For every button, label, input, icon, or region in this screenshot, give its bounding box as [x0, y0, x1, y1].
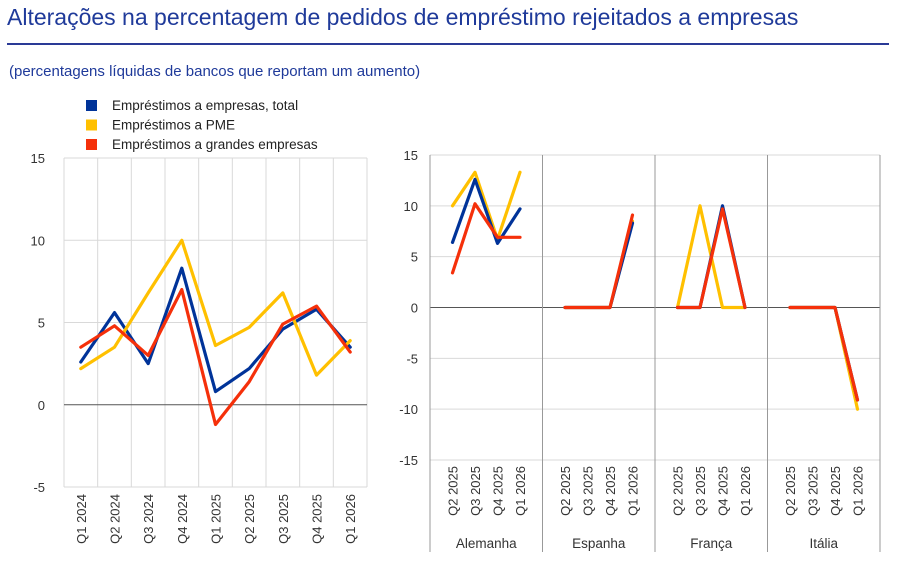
legend-label: Empréstimos a empresas, total	[112, 98, 298, 113]
y-tick-label: -5	[33, 480, 45, 495]
x-tick-label: Q1 2024	[74, 494, 89, 544]
y-tick-label: -15	[399, 453, 418, 468]
x-tick-label: Q4 2025	[716, 466, 731, 516]
title-rule	[7, 43, 889, 45]
legend-swatch	[86, 119, 97, 131]
x-tick-label: Q4 2025	[828, 466, 843, 516]
x-tick-label: Q2 2025	[671, 466, 686, 516]
x-tick-label: Q1 2026	[738, 466, 753, 516]
series-line	[675, 207, 747, 310]
x-tick-label: Q2 2024	[108, 494, 123, 544]
y-tick-label: 0	[38, 398, 45, 413]
series-line	[788, 305, 860, 402]
x-tick-label: Q2 2025	[558, 466, 573, 516]
x-tick-label: Q1 2026	[626, 466, 641, 516]
y-tick-label: 10	[404, 199, 418, 214]
group-label: Espanha	[572, 536, 626, 551]
y-tick-label: -10	[399, 402, 418, 417]
x-tick-label: Q2 2025	[446, 466, 461, 516]
y-tick-label: 5	[38, 316, 45, 331]
series-line	[563, 221, 635, 310]
legend-swatch	[86, 100, 97, 111]
group-label: França	[690, 536, 733, 551]
y-tick-label: 15	[404, 148, 418, 163]
x-tick-label: Q4 2025	[310, 494, 325, 544]
legend-swatch	[86, 139, 97, 150]
legend-label: Empréstimos a PME	[112, 118, 235, 133]
x-tick-label: Q3 2025	[806, 466, 821, 516]
x-tick-label: Q3 2025	[581, 466, 596, 516]
x-tick-label: Q4 2024	[175, 494, 190, 544]
legend-label: Empréstimos a grandes empresas	[112, 137, 318, 152]
series-line	[450, 177, 522, 245]
series-line	[79, 288, 352, 427]
y-tick-label: 15	[31, 151, 45, 166]
series-line	[79, 238, 352, 377]
series-line	[563, 213, 635, 310]
x-tick-label: Q2 2025	[783, 466, 798, 516]
x-tick-label: Q1 2025	[209, 494, 224, 544]
y-tick-label: 0	[411, 301, 418, 316]
x-tick-label: Q3 2024	[141, 494, 156, 544]
x-tick-label: Q3 2025	[276, 494, 291, 544]
x-tick-label: Q3 2025	[468, 466, 483, 516]
x-tick-label: Q1 2026	[513, 466, 528, 516]
series-line	[450, 202, 522, 275]
x-tick-label: Q3 2025	[693, 466, 708, 516]
group-label: Alemanha	[456, 536, 517, 551]
x-tick-label: Q4 2025	[603, 466, 618, 516]
chart-subtitle: (percentagens líquidas de bancos que rep…	[9, 63, 421, 80]
x-tick-label: Q2 2025	[242, 494, 257, 544]
x-tick-label: Q1 2026	[343, 494, 358, 544]
x-tick-label: Q4 2025	[491, 466, 506, 516]
x-tick-label: Q1 2026	[851, 466, 866, 516]
y-tick-label: 5	[411, 250, 418, 265]
series-line	[450, 170, 522, 241]
y-tick-label: 10	[31, 233, 45, 248]
chart-title: Alterações na percentagem de pedidos de …	[7, 4, 799, 30]
y-tick-label: -5	[406, 351, 418, 366]
group-label: Itália	[809, 536, 838, 551]
